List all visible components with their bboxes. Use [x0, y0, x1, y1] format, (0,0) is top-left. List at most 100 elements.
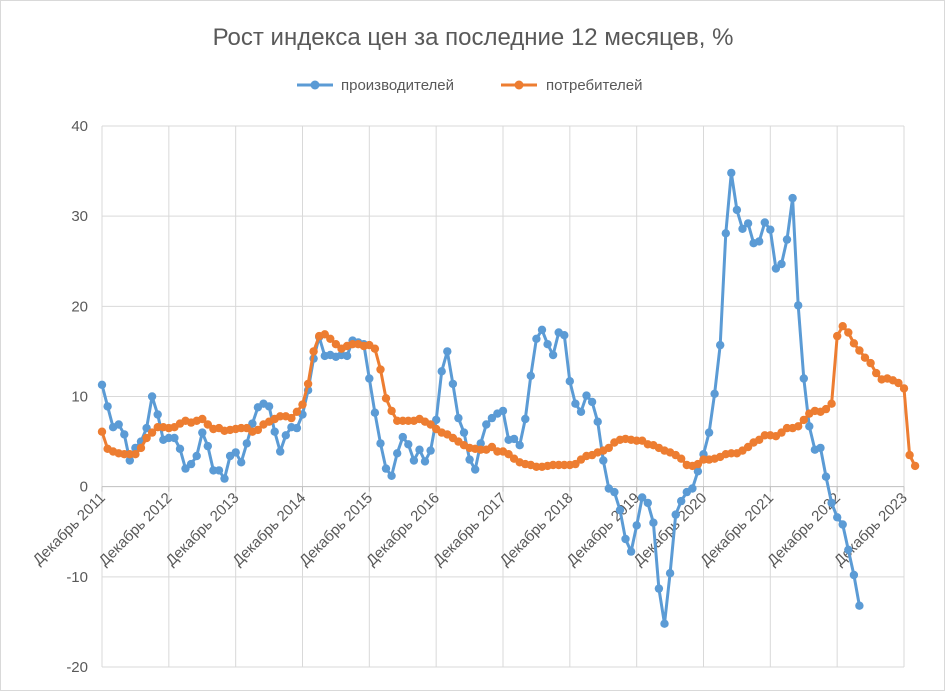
data-point [471, 465, 480, 474]
data-point [626, 547, 636, 556]
data-point [114, 420, 123, 429]
data-point [342, 351, 352, 361]
data-point [587, 397, 597, 407]
data-point [292, 407, 302, 416]
data-point [97, 427, 107, 436]
data-point [799, 415, 808, 425]
data-point [381, 464, 391, 473]
legend-label-producers: производителей [341, 77, 454, 94]
data-point [370, 408, 380, 417]
data-point [755, 435, 764, 444]
data-point [220, 474, 229, 483]
data-point [560, 331, 569, 340]
data-point [693, 467, 703, 476]
data-point [638, 493, 647, 502]
data-point [794, 301, 803, 310]
data-point [604, 443, 613, 453]
data-point [370, 344, 380, 353]
data-point [237, 458, 246, 467]
data-point [437, 367, 446, 376]
data-point [459, 428, 469, 437]
data-point [788, 193, 797, 203]
data-point [198, 428, 207, 437]
data-point [537, 325, 547, 334]
data-point [671, 510, 680, 519]
data-point [576, 407, 586, 416]
data-point [827, 498, 836, 508]
data-point [844, 545, 853, 554]
data-point [721, 229, 730, 238]
data-point [203, 420, 212, 429]
data-point [565, 377, 574, 386]
data-point [615, 505, 625, 515]
data-point [849, 570, 859, 580]
data-point [866, 358, 875, 368]
data-point [303, 379, 313, 389]
data-point [142, 433, 151, 443]
data-point [298, 400, 307, 409]
data-point [443, 347, 452, 356]
data-point [855, 601, 864, 610]
data-point [665, 569, 675, 578]
data-point [292, 423, 302, 433]
data-point [287, 413, 296, 423]
data-point [231, 448, 240, 457]
data-point [387, 406, 396, 416]
data-point [97, 380, 107, 389]
data-point [794, 422, 803, 431]
y-tick-label: 0 [80, 479, 88, 496]
y-tick-label: 20 [71, 298, 88, 315]
data-point [270, 427, 279, 436]
data-point [872, 368, 881, 378]
data-point [409, 456, 419, 465]
data-point [593, 417, 602, 426]
data-point [621, 534, 630, 544]
data-point [426, 420, 435, 429]
data-point [548, 350, 558, 360]
data-point [899, 384, 909, 393]
y-axis-ticks: 40 30 20 10 0 -10 -20 [66, 118, 88, 676]
series-consumers [97, 322, 920, 471]
data-point [743, 219, 753, 228]
data-point [186, 459, 196, 469]
data-point [693, 459, 703, 469]
data-point [326, 334, 335, 343]
y-tick-label: 40 [71, 118, 88, 135]
data-point [476, 439, 485, 448]
data-point [782, 235, 792, 244]
data-point [448, 379, 458, 389]
data-point [649, 518, 658, 527]
data-point [147, 392, 157, 401]
data-point [482, 420, 491, 429]
data-point [192, 451, 201, 461]
data-point [654, 584, 664, 593]
chart-title: Рост индекса цен за последние 12 месяцев… [213, 24, 734, 51]
data-point [855, 346, 864, 355]
data-point [203, 441, 212, 451]
gridlines [101, 125, 905, 668]
data-point [147, 428, 157, 437]
data-point [582, 391, 591, 400]
data-point [838, 322, 847, 331]
y-tick-label: 10 [71, 389, 88, 406]
data-point [766, 225, 775, 234]
data-point [821, 472, 831, 481]
data-point [799, 374, 808, 383]
series-group [97, 168, 920, 628]
data-point [610, 487, 619, 497]
data-point [526, 371, 535, 380]
data-point [465, 455, 474, 464]
data-point [755, 237, 764, 246]
data-point [432, 415, 441, 425]
data-point [704, 428, 714, 437]
data-point [844, 328, 853, 337]
y-tick-label: 30 [71, 208, 88, 225]
data-point [660, 619, 669, 628]
data-point [509, 434, 519, 444]
data-point [738, 224, 747, 233]
data-point [849, 339, 859, 348]
data-point [910, 461, 920, 471]
data-point [532, 334, 541, 343]
